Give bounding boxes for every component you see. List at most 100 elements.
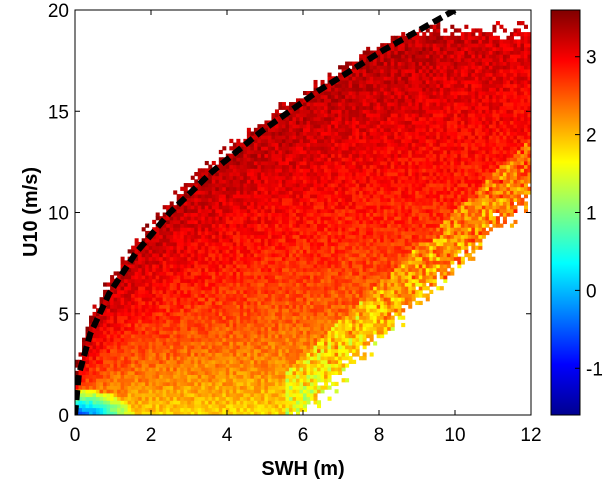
heatmap-cell (299, 227, 304, 232)
heatmap-cell (303, 345, 308, 350)
heatmap-cell (317, 168, 322, 173)
heatmap-cell (110, 400, 115, 405)
heatmap-cell (138, 300, 143, 306)
heatmap-cell (292, 264, 297, 269)
heatmap-cell (313, 378, 318, 383)
heatmap-cell (225, 289, 230, 294)
heatmap-cell (338, 370, 343, 375)
heatmap-cell (295, 131, 300, 136)
heatmap-cell (239, 205, 244, 210)
heatmap-cell (320, 183, 325, 188)
heatmap-cell (225, 190, 230, 195)
heatmap-cell (320, 238, 325, 243)
heatmap-cell (341, 282, 346, 287)
heatmap-cell (292, 127, 297, 132)
heatmap-cell (334, 223, 339, 228)
heatmap-cell (274, 153, 279, 158)
heatmap-cell (194, 271, 199, 276)
heatmap-cell (281, 275, 286, 280)
heatmap-cell (239, 367, 244, 372)
heatmap-cell (229, 253, 234, 258)
heatmap-cell (327, 322, 332, 328)
heatmap-cell (236, 319, 241, 324)
heatmap-cell (299, 186, 304, 191)
heatmap-cell (208, 227, 213, 232)
heatmap-cell (138, 315, 143, 320)
heatmap-cell (341, 212, 346, 217)
heatmap-cell (257, 403, 262, 409)
heatmap-cell (299, 238, 304, 243)
heatmap-cell (267, 389, 272, 394)
heatmap-cell (331, 227, 336, 232)
heatmap-cell (278, 367, 283, 372)
heatmap-cell (134, 319, 139, 324)
heatmap-cell (246, 381, 251, 387)
heatmap-cell (218, 186, 223, 191)
heatmap-cell (155, 241, 160, 247)
heatmap-cell (194, 234, 199, 239)
heatmap-cell (260, 249, 265, 254)
heatmap-cell (299, 403, 304, 409)
heatmap-cell (313, 348, 318, 353)
heatmap-cell (152, 396, 157, 401)
heatmap-cell (222, 400, 227, 405)
heatmap-cell (285, 230, 290, 236)
heatmap-cell (246, 164, 251, 169)
heatmap-cell (110, 311, 115, 317)
heatmap-cell (239, 411, 244, 415)
heatmap-cell (187, 370, 192, 375)
heatmap-cell (299, 304, 304, 309)
heatmap-cell (345, 278, 350, 283)
heatmap-cell (117, 311, 122, 317)
heatmap-cell (134, 411, 139, 415)
heatmap-cell (327, 275, 332, 280)
heatmap-cell (173, 230, 178, 236)
heatmap-cell (271, 212, 276, 217)
heatmap-cell (173, 260, 178, 265)
heatmap-cell (327, 168, 332, 173)
heatmap-cell (194, 179, 199, 184)
heatmap-cell (324, 212, 329, 217)
heatmap-cell (348, 253, 353, 258)
heatmap-cell (299, 311, 304, 317)
heatmap-cell (327, 116, 332, 121)
heatmap-cell (236, 322, 241, 328)
heatmap-cell (176, 230, 181, 236)
heatmap-cell (243, 370, 248, 375)
heatmap-cell (310, 194, 315, 199)
heatmap-cell (278, 407, 283, 412)
heatmap-cell (288, 212, 293, 217)
heatmap-cell (299, 293, 304, 298)
heatmap-cell (271, 326, 276, 331)
heatmap-cell (232, 363, 237, 368)
heatmap-cell (197, 300, 202, 306)
heatmap-cell (141, 385, 146, 390)
heatmap-cell (162, 330, 167, 335)
heatmap-cell (253, 208, 258, 213)
heatmap-cell (166, 330, 171, 335)
heatmap-cell (271, 146, 276, 151)
heatmap-cell (274, 256, 279, 261)
heatmap-cell (306, 205, 311, 210)
heatmap-cell (89, 352, 94, 357)
heatmap-cell (120, 392, 125, 398)
heatmap-cell (134, 238, 139, 243)
heatmap-cell (331, 146, 336, 151)
heatmap-cell (162, 205, 167, 210)
heatmap-cell (159, 363, 164, 368)
heatmap-cell (225, 271, 230, 276)
heatmap-cell (257, 407, 262, 412)
heatmap-cell (113, 374, 118, 379)
heatmap-cell (176, 194, 181, 199)
heatmap-cell (267, 345, 272, 350)
heatmap-cell (292, 245, 297, 250)
heatmap-cell (187, 275, 192, 280)
heatmap-cell (260, 241, 265, 247)
heatmap-cell (341, 260, 346, 265)
heatmap-cell (334, 322, 339, 328)
heatmap-cell (246, 219, 251, 225)
heatmap-cell (267, 190, 272, 195)
heatmap-cell (225, 249, 230, 254)
heatmap-cell (208, 345, 213, 350)
heatmap-cell (99, 297, 104, 302)
